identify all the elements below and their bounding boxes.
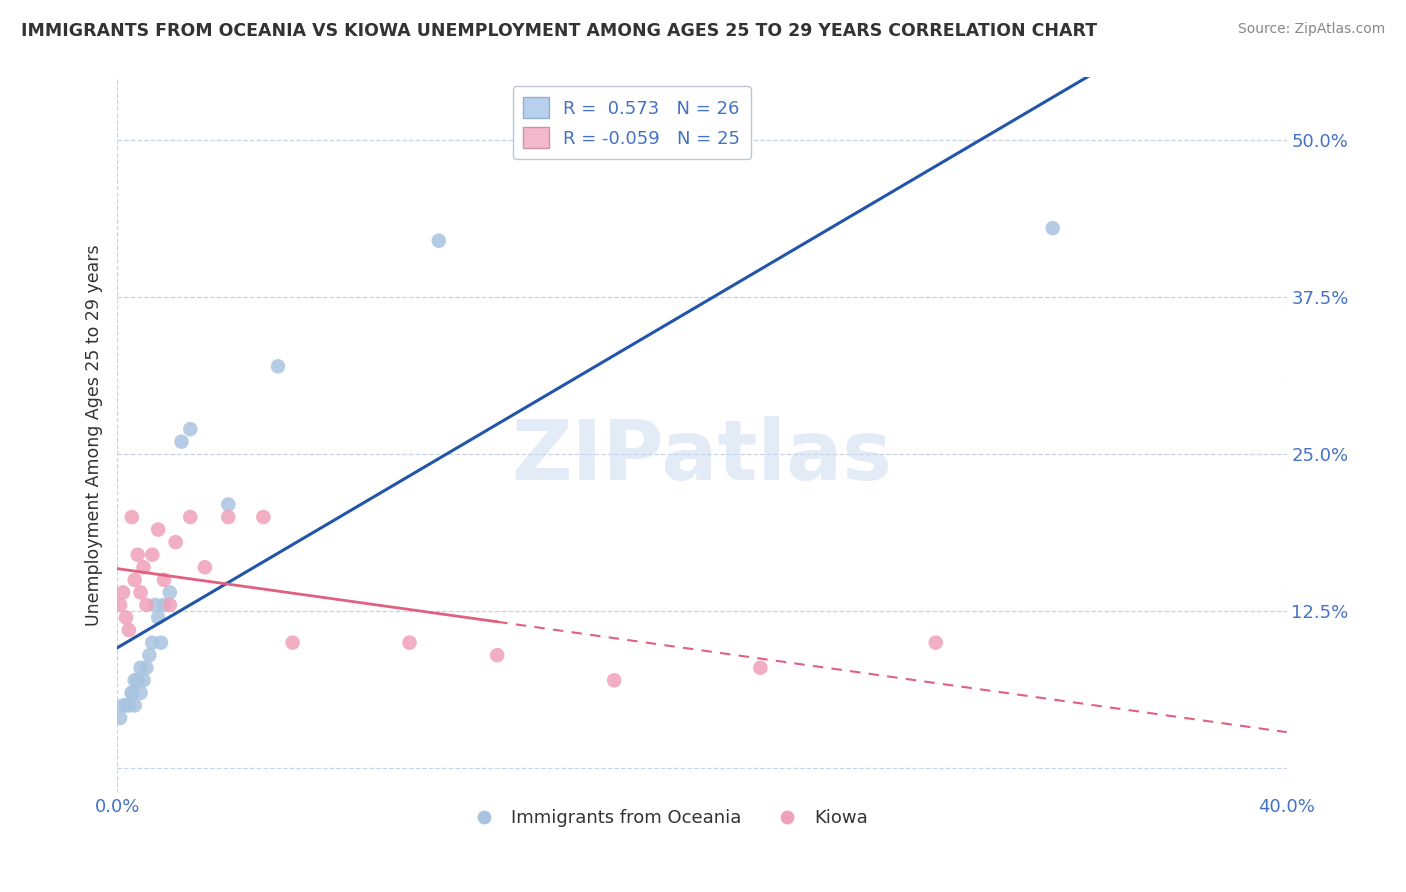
Point [112,585,135,599]
Point [118,623,141,637]
Point [127,548,149,562]
Point [129,686,152,700]
Point [127,673,149,688]
Point [153,598,176,612]
Point [1042,221,1064,235]
Point [143,598,166,612]
Point [112,698,135,713]
Point [159,598,181,612]
Point [159,585,181,599]
Point [129,661,152,675]
Point [132,673,155,688]
Text: ZIPatlas: ZIPatlas [512,417,893,498]
Point [124,573,146,587]
Point [115,698,138,713]
Point [121,510,143,524]
Point [108,598,131,612]
Point [150,635,173,649]
Point [129,585,152,599]
Point [121,686,143,700]
Text: Source: ZipAtlas.com: Source: ZipAtlas.com [1237,22,1385,37]
Point [427,234,450,248]
Point [121,686,143,700]
Point [281,635,304,649]
Point [115,610,138,624]
Point [252,510,274,524]
Point [146,610,169,624]
Point [135,598,157,612]
Point [170,434,193,449]
Point [153,573,176,587]
Point [118,698,141,713]
Point [124,673,146,688]
Point [217,510,239,524]
Point [146,523,169,537]
Point [132,560,155,574]
Point [135,661,157,675]
Text: IMMIGRANTS FROM OCEANIA VS KIOWA UNEMPLOYMENT AMONG AGES 25 TO 29 YEARS CORRELAT: IMMIGRANTS FROM OCEANIA VS KIOWA UNEMPLO… [21,22,1097,40]
Legend: Immigrants from Oceania, Kiowa: Immigrants from Oceania, Kiowa [458,802,875,834]
Point [108,711,131,725]
Point [179,510,201,524]
Point [603,673,626,688]
Point [141,548,163,562]
Point [194,560,217,574]
Point [925,635,948,649]
Point [165,535,187,549]
Point [179,422,201,436]
Point [398,635,420,649]
Point [486,648,509,663]
Point [141,635,163,649]
Point [217,498,239,512]
Point [138,648,160,663]
Y-axis label: Unemployment Among Ages 25 to 29 years: Unemployment Among Ages 25 to 29 years [86,244,103,626]
Point [124,698,146,713]
Point [267,359,290,374]
Point [749,661,772,675]
